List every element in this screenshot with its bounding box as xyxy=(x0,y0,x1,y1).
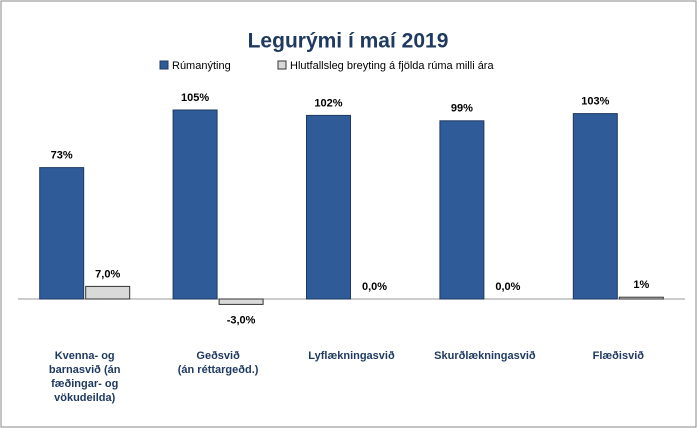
data-label: 103% xyxy=(581,96,609,108)
data-label: 99% xyxy=(451,103,473,115)
data-label: 73% xyxy=(51,150,73,162)
x-tick-label: Flæðisvið xyxy=(592,350,644,362)
x-tick-label: Kvenna- og barnasvið (án fæðingar- og vö… xyxy=(48,350,121,404)
data-label: 0,0% xyxy=(495,281,520,293)
bar xyxy=(306,114,351,300)
data-label: 1% xyxy=(633,279,649,291)
data-label: 102% xyxy=(314,97,342,109)
bar xyxy=(218,298,264,305)
data-label: 105% xyxy=(181,92,209,104)
legend-label: Rúmanýting xyxy=(172,60,231,72)
x-tick-label: Lyflækningasvið xyxy=(308,350,395,362)
x-tick-label: Geðsvið (án réttargeðd.) xyxy=(177,350,259,376)
bar xyxy=(439,120,485,300)
data-label: 7,0% xyxy=(95,268,120,280)
x-tick-label: Skurðlækningasvið xyxy=(434,350,536,362)
bar xyxy=(85,285,131,300)
chart-title: Legurými í maí 2019 xyxy=(248,30,449,53)
data-label: -3,0% xyxy=(227,314,256,326)
bar xyxy=(618,296,664,300)
legend-label: Hlutfallsleg breyting á fjölda rúma mill… xyxy=(290,60,494,72)
bar xyxy=(39,167,85,300)
bar xyxy=(572,113,618,300)
data-label: 0,0% xyxy=(362,281,387,293)
legend-swatch xyxy=(159,60,169,70)
bar xyxy=(172,109,218,300)
legend-swatch xyxy=(277,60,287,70)
